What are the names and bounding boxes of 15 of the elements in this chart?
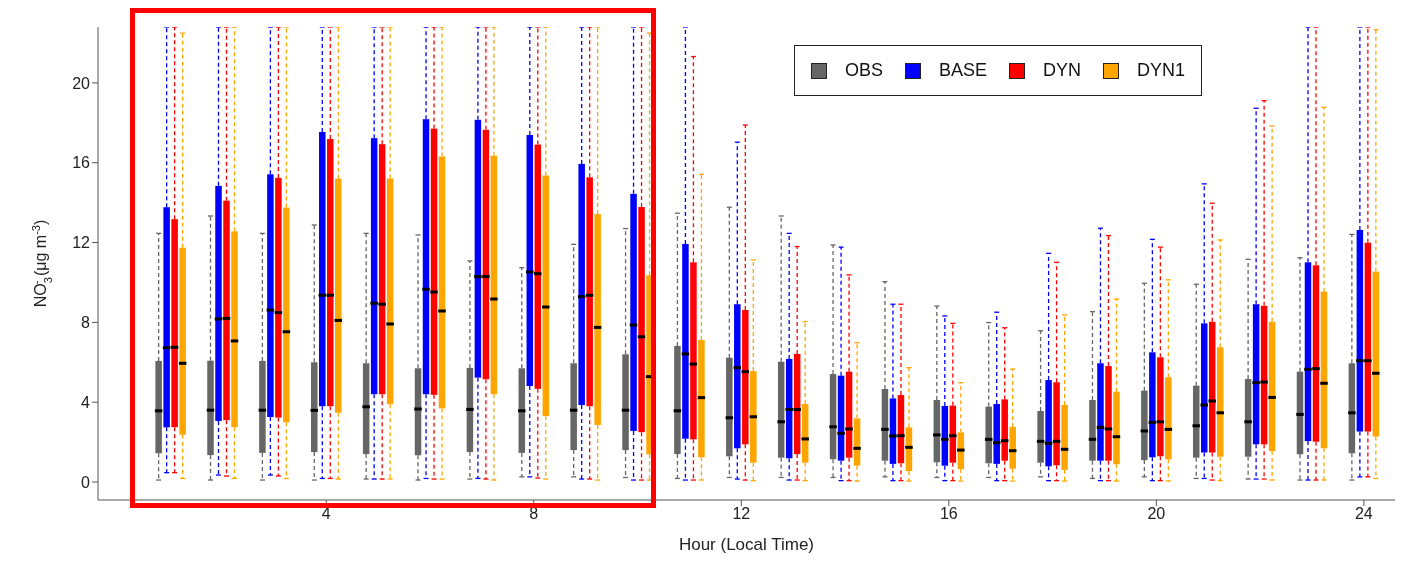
y-tick-label: 4	[81, 393, 91, 411]
y-tick-label: 0	[81, 473, 91, 491]
y-tick-label: 12	[72, 234, 91, 252]
legend-label: DYN	[1042, 60, 1081, 81]
legend-label: DYN1	[1136, 60, 1185, 81]
x-tick-label: 20	[1147, 505, 1166, 523]
x-axis-title: Hour (Local Time)	[678, 535, 815, 554]
x-tick-label: 24	[1354, 505, 1373, 523]
x-tick-label: 16	[939, 505, 958, 523]
legend-label: BASE	[938, 60, 987, 81]
legend-label: OBS	[844, 60, 883, 81]
y-tick-label: 16	[72, 154, 91, 172]
x-tick-label: 12	[732, 505, 751, 523]
y-tick-label: 8	[81, 314, 91, 332]
y-tick-label: 20	[72, 74, 91, 92]
